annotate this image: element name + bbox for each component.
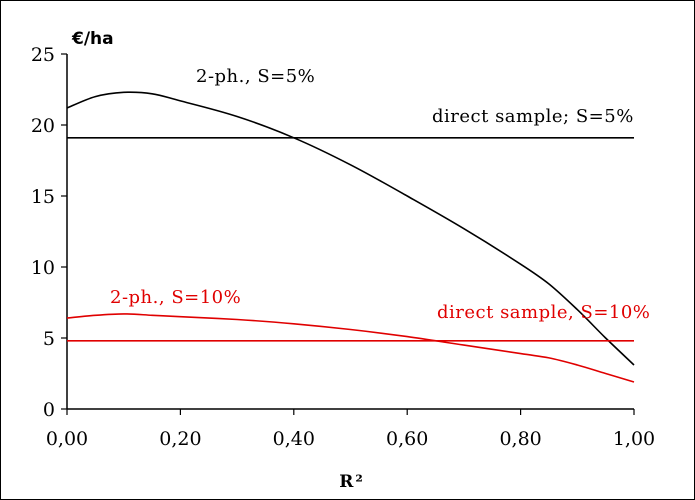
y-ticks: 0 5 10 15 20 25 [31,44,67,421]
annotation-direct-s10: direct sample, S=10% [437,302,650,323]
x-tick-label: 0,40 [273,428,315,450]
axes [66,54,634,410]
series-line-1 [66,91,635,366]
x-tick-label: 0,00 [46,428,88,450]
series-line-3 [66,313,635,383]
y-tick-label: 20 [31,115,55,137]
y-tick-label: 5 [43,328,55,350]
annotation-2ph-s10: 2-ph., S=10% [110,287,241,308]
y-axis-unit-label: €/ha [71,29,114,49]
x-tick-label: 0,20 [159,428,201,450]
x-axis-label: R² [339,472,365,492]
x-tick-label: 0,60 [386,428,428,450]
x-tick-label: 1,00 [613,428,655,450]
y-tick-label: 0 [43,399,55,421]
series-group [66,91,635,383]
y-tick-label: 15 [31,186,55,208]
x-ticks: 0,00 0,20 0,40 0,60 0,80 1,00 [46,409,655,450]
y-tick-label: 25 [31,44,55,66]
annotation-direct-s5: direct sample; S=5% [432,106,634,127]
annotation-2ph-s5: 2-ph., S=5% [196,66,315,87]
y-tick-label: 10 [31,257,55,279]
x-tick-label: 0,80 [499,428,541,450]
